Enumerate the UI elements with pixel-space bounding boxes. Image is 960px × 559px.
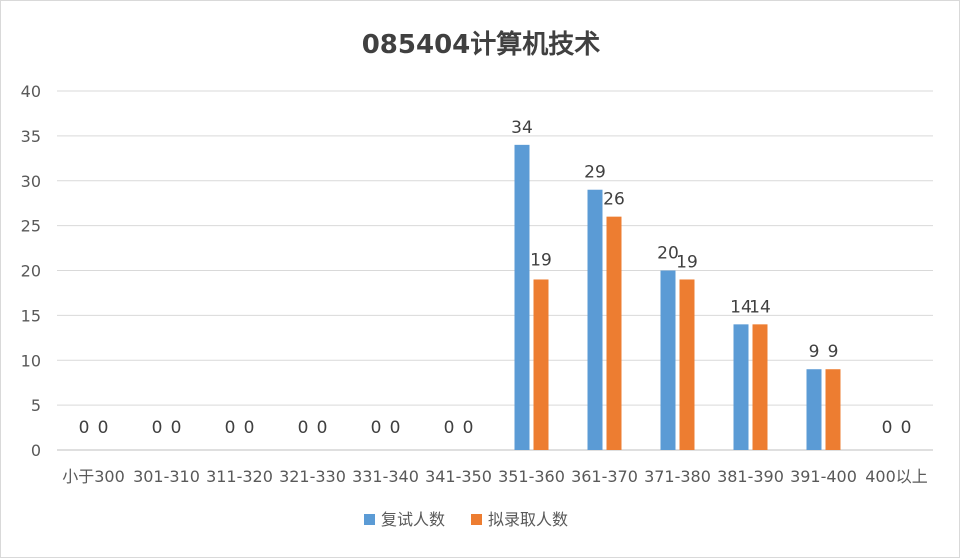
data-label: 0 [390,418,401,438]
data-label: 0 [152,418,163,438]
bars [514,144,841,450]
y-tick-label: 25 [21,217,41,236]
x-tick-label: 351-360 [498,467,565,486]
y-tick-label: 15 [21,306,41,325]
data-label: 0 [444,418,455,438]
data-label: 0 [171,418,182,438]
bar-retest-count [514,144,530,450]
x-tick-label: 301-310 [133,467,200,486]
x-tick-label: 400以上 [865,467,928,486]
data-label: 19 [676,252,698,272]
bar-admitted-count [533,279,549,450]
bar-admitted-count [679,279,695,450]
legend-swatch [471,514,482,525]
data-label: 0 [298,418,309,438]
bar-retest-count [806,369,822,450]
y-tick-label: 40 [21,82,41,101]
data-label: 0 [371,418,382,438]
data-label: 0 [901,418,912,438]
x-axis-ticks: 小于300 301-310 311-320 321-330 331-340 341-350… [62,467,928,486]
data-label: 9 [809,342,820,362]
x-tick-label: 小于300 [62,467,125,486]
bar-retest-count [660,270,676,450]
x-tick-label: 331-340 [352,467,419,486]
data-label: 0 [882,418,893,438]
bar-admitted-count [606,216,622,450]
bar-admitted-count [825,369,841,450]
x-tick-label: 371-380 [644,467,711,486]
y-tick-label: 20 [21,262,41,281]
x-tick-label: 321-330 [279,467,346,486]
bar-admitted-count [752,324,768,450]
x-tick-label: 391-400 [790,467,857,486]
data-label: 0 [98,418,109,438]
data-label: 14 [749,297,771,317]
legend-swatch [364,514,375,525]
data-label: 14 [730,297,752,317]
gridlines [57,90,933,451]
y-tick-label: 30 [21,172,41,191]
x-tick-label: 361-370 [571,467,638,486]
data-label: 0 [79,418,90,438]
data-label: 26 [603,190,625,210]
legend: 复试人数 拟录取人数 [364,510,568,529]
bar-retest-count [587,189,603,450]
data-label: 29 [584,163,606,183]
x-tick-label: 311-320 [206,467,273,486]
y-tick-label: 10 [21,351,41,370]
y-tick-label: 0 [31,441,41,460]
chart-title: 085404计算机技术 [362,29,601,60]
data-label: 0 [225,418,236,438]
x-tick-label: 341-350 [425,467,492,486]
y-tick-label: 35 [21,127,41,146]
data-label: 20 [657,244,679,264]
legend-label: 拟录取人数 [488,510,568,529]
data-label: 9 [828,342,839,362]
y-tick-label: 5 [31,396,41,415]
data-label: 34 [511,118,533,138]
legend-label: 复试人数 [381,510,445,529]
y-axis-ticks: 0 5 10 15 20 25 30 35 40 [21,82,41,460]
bar-retest-count [733,324,749,450]
x-tick-label: 381-390 [717,467,784,486]
data-label: 19 [530,250,552,270]
data-label: 0 [463,418,474,438]
data-label: 0 [317,418,328,438]
data-label: 0 [244,418,255,438]
